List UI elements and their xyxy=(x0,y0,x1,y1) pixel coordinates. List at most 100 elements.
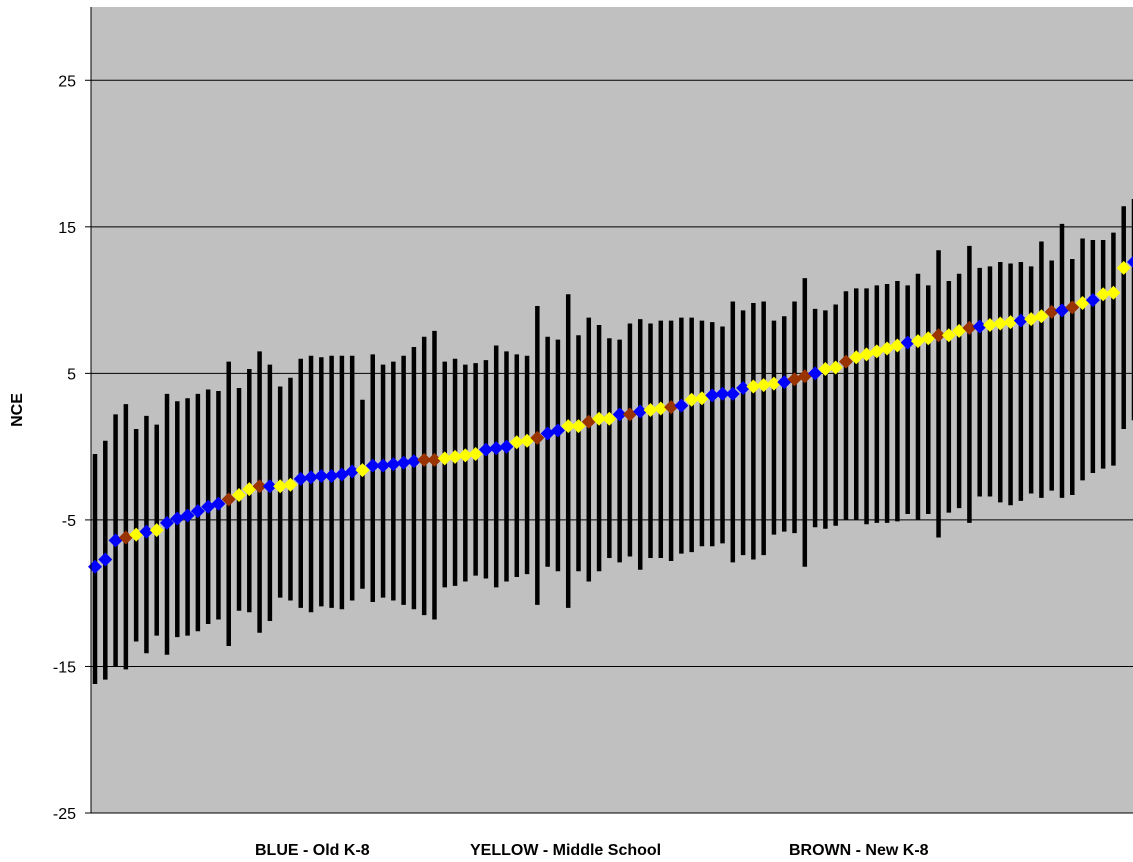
data-point-diamond xyxy=(211,496,226,511)
data-point-diamond xyxy=(1024,312,1039,327)
data-point-diamond xyxy=(520,433,535,448)
data-point-diamond xyxy=(910,334,925,349)
data-point-diamond xyxy=(427,452,442,467)
data-point-diamond xyxy=(376,458,391,473)
data-point-diamond xyxy=(777,375,792,390)
data-point-diamond xyxy=(633,404,648,419)
data-point-diamond xyxy=(787,372,802,387)
data-point-diamond xyxy=(828,360,843,375)
data-point-diamond xyxy=(859,347,874,362)
data-point-diamond xyxy=(1116,260,1131,275)
data-point-diamond xyxy=(1054,303,1069,318)
data-point-diamond xyxy=(417,452,432,467)
data-point-diamond xyxy=(108,533,123,548)
data-point-diamond xyxy=(890,338,905,353)
data-point-diamond xyxy=(715,386,730,401)
data-point-diamond xyxy=(252,479,267,494)
data-point-diamond xyxy=(736,381,751,396)
y-axis-label: NCE xyxy=(9,393,26,427)
data-point-diamond xyxy=(674,398,689,413)
data-point-diamond xyxy=(1085,293,1100,308)
data-point-diamond xyxy=(622,407,637,422)
data-point-diamond xyxy=(705,388,720,403)
data-point-diamond xyxy=(540,426,555,441)
data-point-diamond xyxy=(1034,309,1049,324)
data-point-diamond xyxy=(653,401,668,416)
data-point-diamond xyxy=(561,419,576,434)
data-point-diamond xyxy=(262,479,277,494)
data-point-diamond xyxy=(273,479,288,494)
legend-item-middle-school: YELLOW - Middle School xyxy=(470,842,661,859)
y-tick-label: -5 xyxy=(62,513,76,530)
data-point-diamond xyxy=(314,468,329,483)
data-point-diamond xyxy=(766,376,781,391)
data-point-diamond xyxy=(694,391,709,406)
y-axis-ticks: 25 15 5 -5 -15 -25 xyxy=(53,73,91,823)
data-point-diamond xyxy=(612,407,627,422)
data-point-diamond xyxy=(499,439,514,454)
data-point-diamond xyxy=(550,423,565,438)
data-point-diamond xyxy=(1013,313,1028,328)
data-point-diamond xyxy=(900,335,915,350)
data-point-diamond xyxy=(1075,296,1090,311)
data-point-diamond xyxy=(1127,255,1133,268)
data-point-diamond xyxy=(571,419,586,434)
data-point-diamond xyxy=(242,482,257,497)
data-point-diamond xyxy=(345,464,360,479)
data-point-diamond xyxy=(952,323,967,338)
legend-item-old-k8: BLUE - Old K-8 xyxy=(255,842,370,859)
y-tick-label: 15 xyxy=(58,220,76,237)
data-point-diamond xyxy=(993,316,1008,331)
data-point-diamond xyxy=(386,457,401,472)
data-point-diamond xyxy=(190,504,205,519)
data-point-diamond xyxy=(448,449,463,464)
data-point-diamond xyxy=(530,430,545,445)
data-point-diamond xyxy=(797,369,812,384)
data-point-diamond xyxy=(818,361,833,376)
data-point-diamond xyxy=(972,319,987,334)
legend-item-new-k8: BROWN - New K-8 xyxy=(789,842,929,859)
data-point-diamond xyxy=(98,552,113,567)
data-point-diamond xyxy=(283,477,298,492)
data-point-diamond xyxy=(1096,287,1111,302)
data-point-diamond xyxy=(437,451,452,466)
data-point-diamond xyxy=(838,354,853,369)
data-point-diamond xyxy=(129,527,144,542)
data-point-diamond xyxy=(592,411,607,426)
data-point-diamond xyxy=(406,454,421,469)
data-point-diamond xyxy=(293,471,308,486)
data-point-diamond xyxy=(982,318,997,333)
data-point-diamond xyxy=(509,435,524,450)
data-point-diamond xyxy=(746,379,761,394)
legend: BLUE - Old K-8 YELLOW - Middle School BR… xyxy=(255,842,929,859)
data-point-diamond xyxy=(478,442,493,457)
data-point-diamond xyxy=(962,320,977,335)
data-point-diamond xyxy=(201,499,216,514)
data-point-diamond xyxy=(118,530,133,545)
data-point-diamond xyxy=(643,403,658,417)
data-point-diamond xyxy=(180,508,195,523)
data-point-diamond xyxy=(139,524,154,539)
data-point-diamond xyxy=(725,386,740,401)
gridlines xyxy=(91,79,1133,814)
y-tick-label: -15 xyxy=(53,659,76,676)
data-point-diamond xyxy=(602,411,617,426)
data-point-diamond xyxy=(365,458,380,473)
data-point-diamond xyxy=(808,366,823,381)
data-point-diamond xyxy=(581,414,596,429)
data-point-diamond xyxy=(1003,315,1018,330)
data-point-diamond xyxy=(458,448,473,463)
data-point-diamond xyxy=(160,515,175,530)
data-point-diamond xyxy=(149,523,164,538)
data-point-diamond xyxy=(931,328,946,343)
data-point-diamond xyxy=(334,467,349,482)
data-point-diamond xyxy=(355,463,370,478)
y-tick-label: -25 xyxy=(53,806,76,823)
y-tick-label: 5 xyxy=(67,366,76,383)
data-point-diamond xyxy=(324,468,339,483)
data-point-diamond xyxy=(869,344,884,359)
data-point-diamond xyxy=(756,378,771,393)
data-point-diamond xyxy=(880,341,895,356)
data-points xyxy=(88,255,1133,574)
